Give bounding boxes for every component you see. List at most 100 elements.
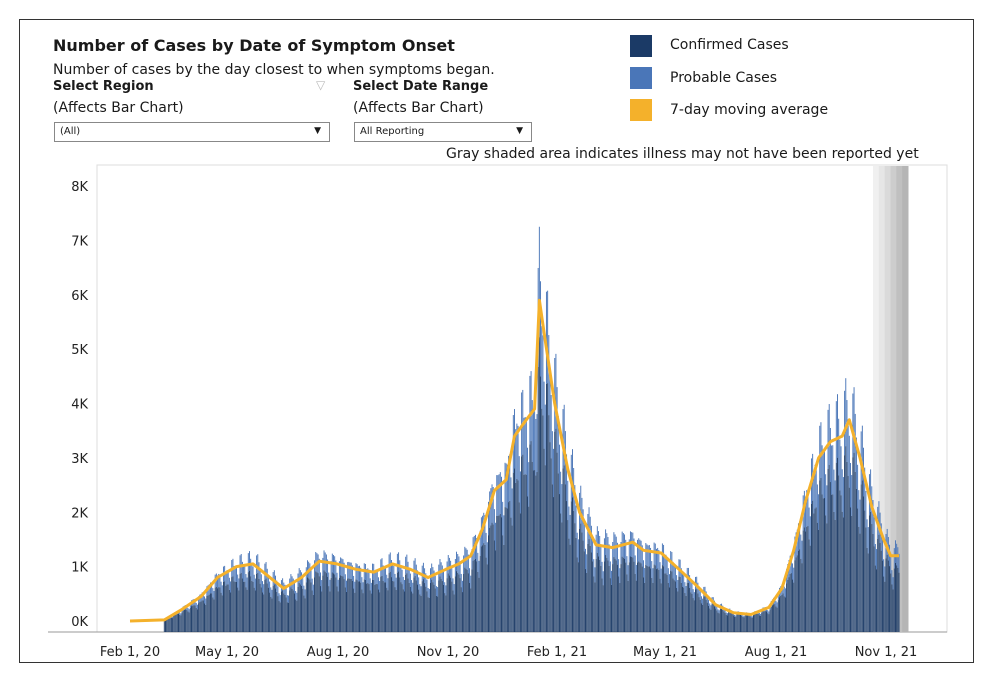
probable-bar — [704, 586, 706, 597]
probable-bar — [354, 581, 356, 593]
confirmed-bar — [826, 523, 828, 632]
confirmed-bar — [221, 595, 223, 632]
probable-bar — [217, 575, 219, 589]
confirmed-bar — [805, 531, 807, 632]
shaded-band — [878, 166, 886, 632]
confirmed-bar — [783, 596, 785, 632]
confirmed-bar — [360, 582, 362, 632]
confirmed-bar — [653, 564, 655, 632]
confirmed-bar — [265, 578, 267, 632]
shaded-band — [896, 166, 903, 632]
confirmed-bar — [598, 556, 599, 632]
probable-bar — [558, 444, 560, 495]
confirmed-bar — [502, 535, 504, 632]
confirmed-bar — [329, 591, 331, 632]
confirmed-bar — [364, 579, 366, 632]
probable-bar — [496, 475, 498, 516]
date-range-select[interactable]: All Reporting ▼ — [354, 122, 532, 142]
probable-bar — [220, 581, 222, 593]
confirmed-bar — [362, 593, 364, 632]
confirmed-bar — [790, 573, 792, 632]
confirmed-bar — [553, 497, 555, 632]
confirmed-bar — [724, 612, 726, 632]
confirmed-bar — [163, 620, 165, 632]
confirmed-bar — [600, 565, 602, 632]
probable-bar — [650, 547, 652, 569]
confirmed-bar — [511, 525, 513, 632]
region-select[interactable]: (All) ▼ — [54, 122, 330, 142]
filter-icon[interactable]: ▽ — [316, 78, 326, 92]
probable-bar — [383, 567, 385, 583]
probable-bar — [271, 589, 273, 599]
confirmed-bar — [595, 558, 597, 632]
probable-bar — [842, 477, 844, 518]
probable-bar — [898, 553, 900, 573]
probable-bar — [401, 569, 403, 585]
probable-bar — [620, 541, 622, 565]
probable-bar — [470, 575, 472, 589]
confirmed-bar — [505, 507, 507, 632]
probable-bar — [341, 558, 343, 576]
y-tick-label: 5K — [71, 343, 88, 358]
probable-bar — [445, 585, 447, 596]
probable-bar — [228, 577, 230, 590]
probable-bar — [858, 490, 860, 527]
confirmed-bar — [169, 617, 171, 632]
probable-bar — [572, 449, 573, 498]
confirmed-bar — [262, 592, 263, 632]
confirmed-bar — [831, 494, 833, 632]
probable-bar — [369, 578, 371, 591]
confirmed-bar — [844, 455, 846, 632]
confirmed-bar — [864, 510, 866, 632]
probable-bar — [285, 588, 287, 598]
confirmed-bar — [289, 590, 291, 632]
confirmed-bar — [346, 591, 347, 632]
confirmed-bar — [702, 604, 704, 632]
date-range-filter-label: Select Date Range — [353, 79, 489, 94]
confirmed-bar — [388, 573, 390, 632]
probable-bar — [439, 559, 441, 577]
probable-bar — [411, 580, 413, 592]
confirmed-bar — [457, 572, 459, 632]
confirmed-bar — [745, 614, 747, 632]
confirmed-bar — [716, 610, 718, 632]
probable-bar — [550, 394, 552, 459]
confirmed-bar — [286, 602, 288, 632]
probable-bar — [626, 556, 628, 575]
confirmed-bar — [770, 606, 772, 632]
probable-bar — [484, 515, 486, 545]
confirmed-bar — [330, 577, 332, 632]
probable-bar — [634, 555, 636, 574]
probable-bar — [277, 586, 279, 597]
confirmed-bar — [227, 584, 229, 632]
confirmed-bar — [236, 581, 237, 632]
probable-bar — [857, 464, 859, 509]
confirmed-bar — [350, 578, 352, 632]
confirmed-bar — [641, 566, 643, 632]
confirmed-bar — [431, 579, 433, 632]
confirmed-bar — [678, 576, 680, 632]
confirmed-bar — [317, 573, 319, 632]
confirmed-bar — [527, 496, 528, 632]
probable-bar — [479, 530, 481, 556]
probable-bar — [417, 570, 418, 585]
confirmed-bar — [393, 581, 395, 632]
confirmed-bar — [722, 609, 724, 632]
confirmed-bar — [850, 507, 851, 632]
confirmed-bar — [776, 607, 778, 632]
confirmed-bar — [611, 584, 612, 632]
confirmed-bar — [399, 577, 401, 632]
confirmed-bar — [522, 454, 524, 632]
confirmed-bar — [832, 494, 834, 632]
moving-average-line — [129, 298, 899, 623]
confirmed-bar — [405, 574, 407, 632]
confirmed-bar — [839, 490, 841, 632]
probable-bar — [832, 445, 834, 495]
probable-bar — [288, 595, 290, 603]
confirmed-bar — [479, 555, 481, 632]
confirmed-bar — [749, 616, 751, 632]
confirmed-bar — [427, 597, 429, 632]
confirmed-bar — [741, 615, 743, 632]
probable-bar — [257, 554, 259, 573]
probable-bar — [262, 581, 263, 593]
